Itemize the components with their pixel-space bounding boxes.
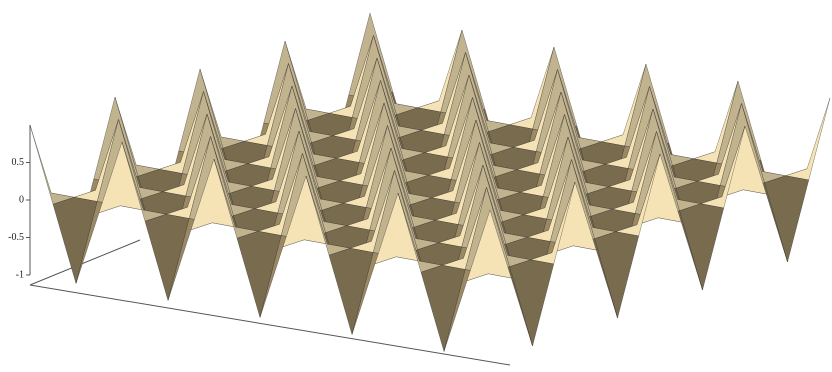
surface-patch (509, 259, 555, 347)
z-tick-label: -0.5 (8, 232, 24, 243)
z-tick-label: 0 (19, 194, 24, 205)
surface-patch (236, 230, 282, 319)
x-axis-line (29, 284, 511, 366)
surface-patch (594, 231, 640, 319)
z-tick-label: -1 (16, 269, 24, 280)
surface-patch (679, 203, 725, 291)
surface-patch (466, 209, 512, 282)
surface-patch (52, 196, 98, 285)
surface-patch (29, 124, 75, 205)
surface-patch (328, 247, 374, 336)
y-axis-line (29, 239, 141, 286)
surface-patch (420, 264, 466, 353)
surface-patch (144, 213, 190, 302)
z-tick-label: 0.5 (12, 157, 25, 168)
surface-patch (764, 175, 810, 263)
surface-patch (785, 97, 831, 181)
